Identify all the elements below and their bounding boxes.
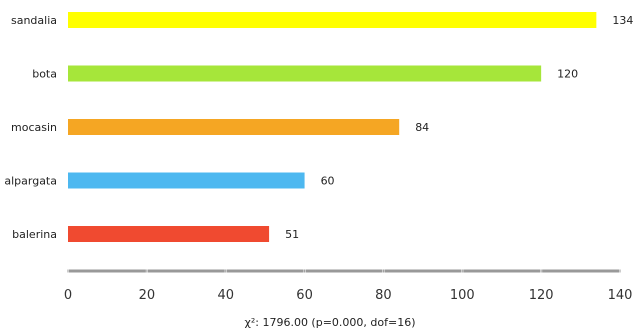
x-tick-label: 60 [296, 288, 313, 303]
category-label-mocasin: mocasin [11, 121, 57, 134]
category-label-sandalia: sandalia [11, 14, 57, 27]
x-tick-label: 100 [450, 288, 475, 303]
bar-bota [68, 65, 542, 82]
bar-alpargata [68, 172, 305, 189]
category-label-balerina: balerina [12, 228, 57, 241]
x-tick-label: 140 [608, 288, 633, 303]
bar-mocasin [68, 119, 400, 135]
bars: sandalia 134 bota 120 mocasin 84 alpargata 60 ba… [4, 12, 633, 242]
x-axis: 0 20 40 60 80 100 120 140 [64, 268, 633, 303]
value-label-sandalia: 134 [612, 14, 633, 27]
category-label-alpargata: alpargata [4, 175, 57, 188]
value-label-mocasin: 84 [415, 121, 429, 134]
chi-square-footnote: χ²: 1796.00 (p=0.000, dof=16) [244, 316, 415, 329]
bar-sandalia [68, 12, 597, 28]
x-tick-label: 40 [217, 288, 234, 303]
x-tick-label: 20 [139, 288, 156, 303]
bar-balerina [68, 226, 270, 242]
x-tick-label: 80 [375, 288, 392, 303]
value-label-bota: 120 [557, 68, 578, 81]
x-tick-label: 0 [64, 288, 72, 303]
value-label-balerina: 51 [285, 228, 299, 241]
x-tick-label: 120 [529, 288, 554, 303]
value-label-alpargata: 60 [321, 175, 335, 188]
category-label-bota: bota [32, 68, 57, 81]
